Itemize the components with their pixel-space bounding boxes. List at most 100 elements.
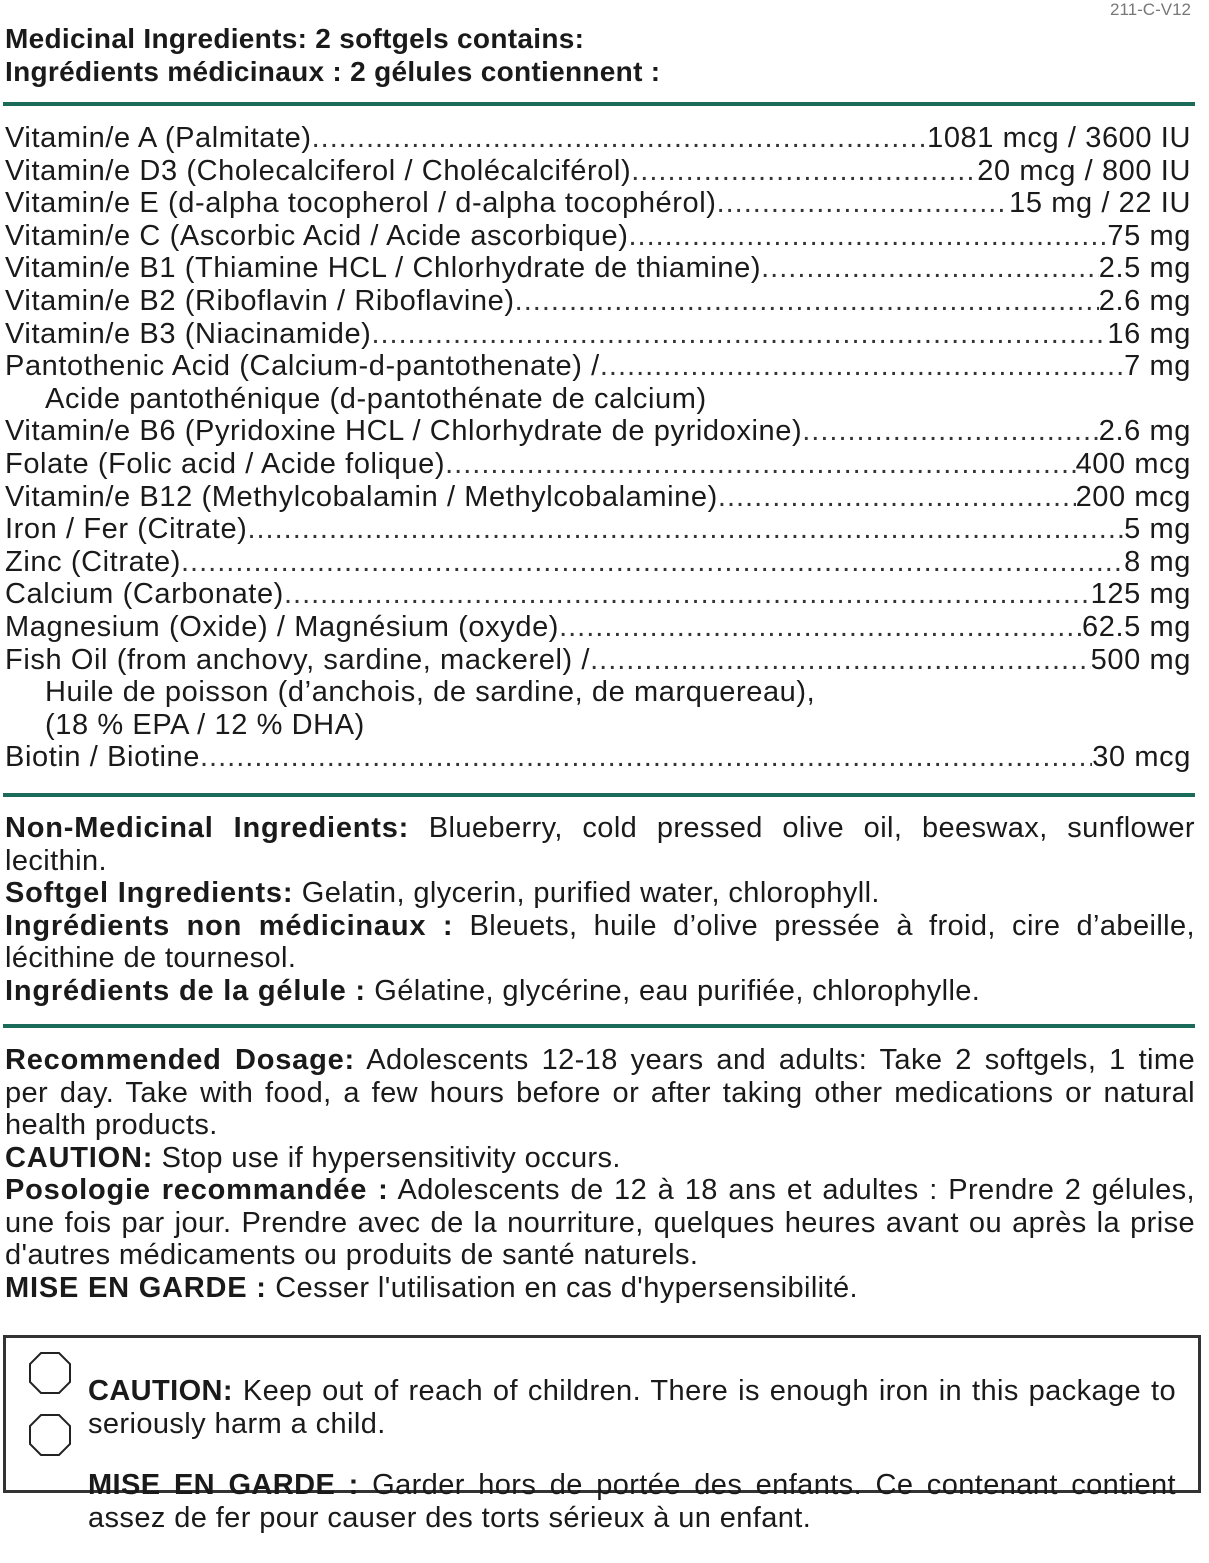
non_medicinal-text: Gélatine, glycérine, eau purifiée, chlor… (365, 974, 981, 1007)
ingredient-amount: 1081 mcg / 3600 IU (927, 122, 1191, 154)
non_medicinal-paragraph: Ingrédients non médicinaux : Bleuets, hu… (5, 910, 1195, 975)
non_medicinal-text: Gelatin, glycerin, purified water, chlor… (293, 877, 880, 909)
ingredient-row: Vitamin/e B2 (Riboflavin / Riboflavine) 2… (5, 285, 1191, 318)
non_medicinal-label: Ingrédients de la gélule : (5, 974, 366, 1007)
ingredient-name: Vitamin/e B6 (Pyridoxine HCL / Chlorhydr… (5, 415, 803, 448)
title-fr: Ingrédients médicinaux : 2 gélules conti… (5, 56, 661, 87)
ingredient-row: Vitamin/e A (Palmitate) 1081 mcg / 3600 I… (5, 122, 1191, 155)
dot-leader (717, 187, 1010, 220)
ingredient-name: Vitamin/e E (d-alpha tocopherol / d-alph… (5, 187, 717, 220)
dot-leader (761, 252, 1099, 285)
ingredient-amount: 16 mg (1107, 317, 1191, 350)
title-en: Medicinal Ingredients: 2 softgels contai… (5, 23, 585, 54)
ingredient-row: Fish Oil (from anchovy, sardine, mackere… (5, 644, 1191, 677)
dosage-text: Cesser l'utilisation en cas d'hypersensi… (266, 1271, 858, 1304)
non-medicinal-section: Non-Medicinal Ingredients: Blueberry, co… (5, 812, 1195, 1007)
dosage-paragraph: Recommended Dosage: Adolescents 12-18 ye… (5, 1044, 1195, 1142)
ingredient-row: Iron / Fer (Citrate) 5 mg (5, 513, 1191, 546)
ingredient-name: Zinc (Citrate) (5, 545, 181, 578)
octagon-icon (29, 1352, 71, 1394)
ingredient-amount: 62.5 mg (1082, 610, 1191, 643)
ingredient-row: Biotin / Biotine 30 mcg (5, 741, 1191, 774)
ingredient-amount: 75 mg (1107, 219, 1191, 252)
ingredient-name-continued: Huile de poisson (d’anchois, de sardine,… (45, 676, 816, 709)
ingredient-row: Vitamin/e D3 (Cholecalciferol / Cholécal… (5, 155, 1191, 188)
dosage-section: Recommended Dosage: Adolescents 12-18 ye… (5, 1044, 1195, 1304)
ingredient-amount: 20 mcg / 800 IU (977, 154, 1191, 187)
warnings-text: Keep out of reach of children. There is … (88, 1375, 1176, 1440)
warnings-paragraph: CAUTION: Keep out of reach of children. … (88, 1375, 1176, 1440)
dot-leader (181, 546, 1124, 579)
non_medicinal-paragraph: Non-Medicinal Ingredients: Blueberry, co… (5, 812, 1195, 877)
divider (3, 1024, 1195, 1028)
ingredient-name: Calcium (Carbonate) (5, 578, 284, 611)
ingredient-name: Vitamin/e B2 (Riboflavin / Riboflavine) (5, 284, 515, 317)
ingredient-amount: 400 mcg (1075, 447, 1191, 480)
dosage-label: Posologie recommandée : (5, 1174, 389, 1206)
non_medicinal-text: Blueberry, cold pressed olive oil, beesw… (5, 812, 1195, 877)
non_medicinal-label: Ingrédients non médicinaux : (5, 909, 454, 942)
dot-leader (631, 155, 977, 188)
ingredient-name: Magnesium (Oxide) / Magnésium (oxyde) (5, 610, 560, 643)
ingredient-row: Magnesium (Oxide) / Magnésium (oxyde) 62.… (5, 611, 1191, 644)
dot-leader (600, 350, 1124, 383)
ingredient-row: Vitamin/e B3 (Niacinamide) 16 mg (5, 318, 1191, 351)
ingredient-name-continued: (18 % EPA / 12 % DHA) (45, 708, 365, 741)
ingredient-row: Vitamin/e B12 (Methylcobalamin / Methylc… (5, 481, 1191, 514)
non_medicinal-paragraph: Ingrédients de la gélule : Gélatine, gly… (5, 975, 1195, 1008)
ingredient-amount: 5 mg (1124, 513, 1191, 546)
dot-leader (718, 481, 1076, 514)
page-title: Medicinal Ingredients: 2 softgels contai… (5, 22, 660, 88)
ingredient-amount: 8 mg (1124, 545, 1191, 578)
dosage-text: Adolescents de 12 à 18 ans et adultes : … (5, 1174, 1196, 1271)
ingredient-name: Vitamin/e B3 (Niacinamide) (5, 317, 372, 350)
ingredient-name: Vitamin/e D3 (Cholecalciferol / Cholécal… (5, 154, 632, 187)
warnings-paragraph: MISE EN GARDE : Garder hors de portée de… (88, 1469, 1176, 1534)
dot-leader (284, 578, 1091, 611)
dot-leader (590, 644, 1091, 677)
dosage-label: MISE EN GARDE : (5, 1271, 267, 1304)
ingredient-row: Vitamin/e B6 (Pyridoxine HCL / Chlorhydr… (5, 415, 1191, 448)
dot-leader (802, 415, 1099, 448)
ingredient-name: Pantothenic Acid (Calcium-d-pantothenate… (5, 350, 600, 383)
ingredient-name-continued: Acide pantothénique (d-pantothénate de c… (45, 382, 707, 415)
non_medicinal-text: Bleuets, huile d’olive pressée à froid, … (5, 909, 1195, 975)
ingredient-row: Vitamin/e C (Ascorbic Acid / Acide ascor… (5, 220, 1191, 253)
ingredient-amount: 30 mcg (1092, 741, 1191, 774)
ingredient-amount: 500 mg (1090, 643, 1191, 676)
dosage-text: Adolescents 12-18 years and adults: Take… (5, 1044, 1195, 1141)
ingredient-list: Vitamin/e A (Palmitate) 1081 mcg / 3600 I… (5, 122, 1191, 774)
dosage-text: Stop use if hypersensitivity occurs. (153, 1141, 621, 1174)
ingredient-amount: 7 mg (1124, 350, 1191, 383)
dosage-paragraph: MISE EN GARDE : Cesser l'utilisation en … (5, 1272, 1195, 1305)
dot-leader (312, 122, 927, 155)
ingredient-name: Vitamin/e C (Ascorbic Acid / Acide ascor… (5, 219, 629, 252)
warnings-label: CAUTION: (88, 1375, 233, 1407)
dot-leader (200, 741, 1092, 774)
ingredient-amount: 15 mg / 22 IU (1009, 187, 1191, 220)
ingredient-name: Fish Oil (from anchovy, sardine, mackere… (5, 643, 591, 676)
dot-leader (247, 513, 1124, 546)
ingredient-amount: 2.6 mg (1098, 415, 1191, 448)
label-code: 211-C-V12 (1110, 0, 1191, 19)
non_medicinal-label: Softgel Ingredients: (5, 877, 294, 909)
dosage-label: Recommended Dosage: (5, 1044, 355, 1076)
dot-leader (445, 448, 1075, 481)
warnings-label: MISE EN GARDE : (88, 1469, 359, 1501)
ingredient-amount: 2.5 mg (1098, 252, 1191, 285)
dosage-paragraph: CAUTION: Stop use if hypersensitivity oc… (5, 1142, 1195, 1175)
octagon-icon (29, 1414, 71, 1456)
ingredient-amount: 125 mg (1090, 578, 1191, 611)
ingredient-row: Folate (Folic acid / Acide folique) 400 m… (5, 448, 1191, 481)
ingredient-name: Vitamin/e B12 (Methylcobalamin / Methylc… (5, 480, 718, 513)
ingredient-amount: 200 mcg (1075, 480, 1191, 513)
ingredient-amount: 2.6 mg (1098, 284, 1191, 317)
ingredient-row: Vitamin/e B1 (Thiamine HCL / Chlorhydrat… (5, 252, 1191, 285)
warning-box: CAUTION: Keep out of reach of children. … (3, 1335, 1201, 1534)
dosage-paragraph: Posologie recommandée : Adolescents de 1… (5, 1174, 1195, 1272)
dot-leader (628, 220, 1107, 253)
warning-text: CAUTION: Keep out of reach of children. … (88, 1346, 1176, 1563)
ingredient-name: Folate (Folic acid / Acide folique) (5, 447, 446, 480)
non_medicinal-paragraph: Softgel Ingredients: Gelatin, glycerin, … (5, 877, 1195, 910)
ingredient-name: Biotin / Biotine (5, 741, 200, 774)
